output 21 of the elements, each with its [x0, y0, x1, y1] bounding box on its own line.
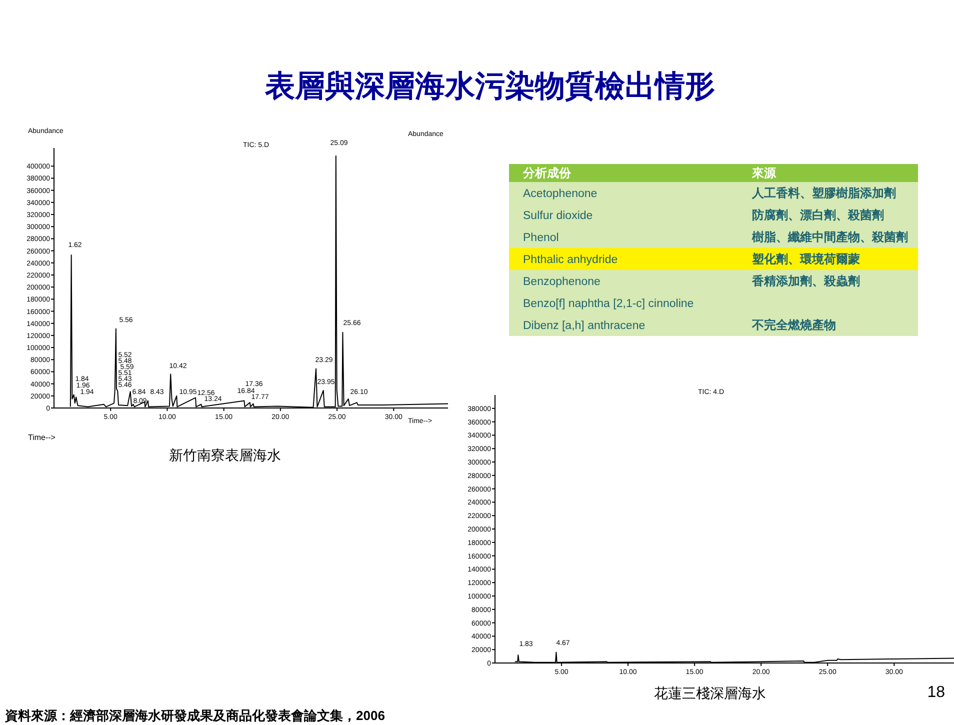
header: 分析成份: [523, 166, 571, 180]
row: Benzophenone: [523, 276, 600, 288]
row: Acetophenone: [523, 188, 598, 200]
annotation: 18: [927, 684, 945, 701]
annotation: 花蓮三棧深層海水: [654, 686, 766, 702]
cell: 塑化劑、環境荷爾蒙: [752, 252, 860, 266]
header: 來源: [752, 166, 776, 180]
row: Phthalic anhydride: [523, 254, 618, 266]
cell: 防腐劑、漂白劑、殺菌劑: [752, 208, 884, 222]
annotation: Time-->: [28, 433, 56, 442]
annotation: 資料來源：經濟部深層海水研發成果及商品化發表會論文集，2006: [5, 708, 385, 723]
title: 表層與深層海水污染物質檢出情形: [265, 69, 715, 104]
cell: 人工香料、塑膠樹脂添加劑: [752, 186, 896, 200]
cell: 不完全燃燒產物: [752, 318, 836, 332]
row: Dibenz [a,h] anthracene: [523, 320, 646, 332]
annotation: 新竹南寮表層海水: [169, 448, 281, 464]
cell: 香精添加劑、殺蟲劑: [752, 274, 860, 288]
row: Phenol: [523, 232, 559, 244]
row: Sulfur dioxide: [523, 210, 593, 222]
cell: 樹脂、纖維中間產物、殺菌劑: [752, 230, 908, 244]
row: Benzo[f] naphtha [2,1-c] cinnoline: [523, 298, 694, 310]
